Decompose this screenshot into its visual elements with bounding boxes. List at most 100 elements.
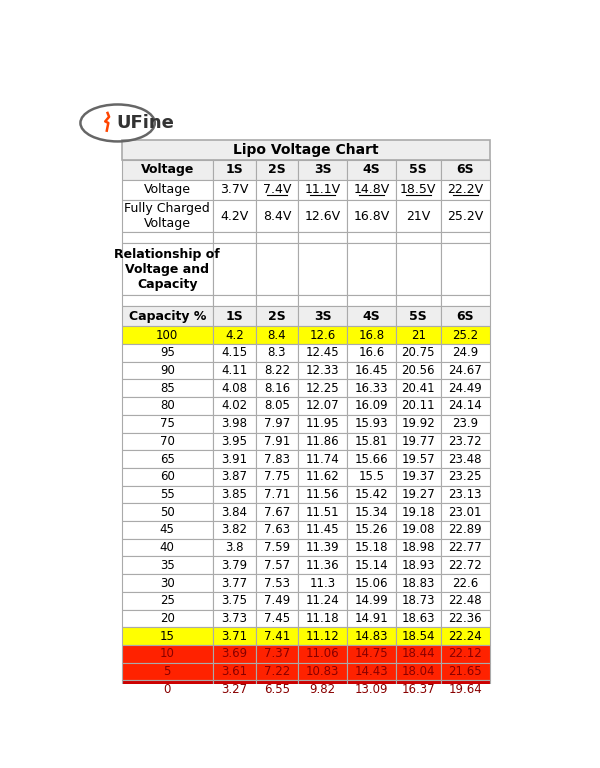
Text: 14.75: 14.75: [355, 647, 388, 660]
Bar: [121, 296, 213, 306]
Bar: [396, 627, 441, 645]
Bar: [298, 521, 347, 539]
Text: 3.79: 3.79: [221, 559, 247, 572]
Text: Voltage: Voltage: [140, 164, 194, 177]
Text: 16.33: 16.33: [355, 382, 388, 395]
Text: 50: 50: [160, 505, 175, 518]
Bar: [298, 680, 347, 698]
Bar: [298, 243, 347, 296]
Bar: [396, 296, 441, 306]
Text: 11.45: 11.45: [306, 524, 340, 536]
Bar: [396, 397, 441, 415]
Bar: [441, 160, 490, 180]
Text: Relationship of
Voltage and
Capacity: Relationship of Voltage and Capacity: [115, 248, 220, 291]
Bar: [213, 344, 256, 362]
Text: 4.15: 4.15: [221, 346, 247, 359]
Bar: [298, 344, 347, 362]
Text: 22.48: 22.48: [448, 594, 482, 607]
Bar: [256, 645, 298, 663]
Bar: [396, 557, 441, 574]
Text: 1S: 1S: [226, 164, 243, 177]
Text: 15.81: 15.81: [355, 435, 388, 448]
Bar: [347, 243, 396, 296]
Bar: [441, 243, 490, 296]
Text: 4.08: 4.08: [221, 382, 247, 395]
Bar: [256, 610, 298, 627]
Bar: [396, 243, 441, 296]
Text: Capacity %: Capacity %: [128, 310, 206, 323]
Text: 3.95: 3.95: [221, 435, 247, 448]
Bar: [213, 160, 256, 180]
Text: 4S: 4S: [362, 164, 380, 177]
Text: 23.25: 23.25: [448, 470, 482, 483]
Bar: [441, 326, 490, 344]
Bar: [347, 432, 396, 450]
Bar: [396, 592, 441, 610]
Bar: [396, 180, 441, 200]
Text: 19.92: 19.92: [401, 417, 435, 430]
Bar: [396, 450, 441, 468]
Bar: [121, 432, 213, 450]
Text: 18.83: 18.83: [401, 577, 435, 590]
Text: 21V: 21V: [406, 210, 430, 223]
Bar: [441, 627, 490, 645]
Text: 6.55: 6.55: [264, 683, 290, 696]
Bar: [298, 645, 347, 663]
Text: 16.8: 16.8: [358, 329, 385, 342]
Text: 16.09: 16.09: [355, 399, 388, 412]
Text: 20.41: 20.41: [401, 382, 435, 395]
Bar: [347, 485, 396, 503]
Text: 19.27: 19.27: [401, 488, 435, 501]
Text: 10.83: 10.83: [306, 665, 340, 678]
Bar: [396, 344, 441, 362]
Text: 90: 90: [160, 364, 175, 377]
Bar: [298, 450, 347, 468]
Text: 2S: 2S: [268, 310, 286, 323]
Text: 5S: 5S: [409, 310, 427, 323]
Text: 21.65: 21.65: [448, 665, 482, 678]
Bar: [121, 362, 213, 379]
Bar: [256, 680, 298, 698]
Bar: [298, 539, 347, 557]
Bar: [396, 539, 441, 557]
Text: 14.43: 14.43: [355, 665, 388, 678]
Bar: [347, 306, 396, 326]
Text: 7.83: 7.83: [264, 452, 290, 465]
Text: 12.25: 12.25: [306, 382, 340, 395]
Text: 12.33: 12.33: [306, 364, 340, 377]
Text: 13.09: 13.09: [355, 683, 388, 696]
Text: 75: 75: [160, 417, 175, 430]
Text: 4.2V: 4.2V: [220, 210, 248, 223]
Text: 11.36: 11.36: [306, 559, 340, 572]
Bar: [298, 557, 347, 574]
Text: 11.74: 11.74: [306, 452, 340, 465]
Text: 7.22: 7.22: [264, 665, 290, 678]
Bar: [396, 645, 441, 663]
Text: 22.36: 22.36: [448, 612, 482, 625]
Bar: [347, 627, 396, 645]
Bar: [256, 574, 298, 592]
Bar: [213, 557, 256, 574]
Text: 5: 5: [164, 665, 171, 678]
Bar: [213, 306, 256, 326]
Text: 11.06: 11.06: [306, 647, 340, 660]
Bar: [347, 344, 396, 362]
Text: 11.95: 11.95: [306, 417, 340, 430]
Bar: [256, 627, 298, 645]
Bar: [347, 180, 396, 200]
Text: 25: 25: [160, 594, 175, 607]
Text: 14.83: 14.83: [355, 630, 388, 643]
Bar: [441, 680, 490, 698]
Bar: [298, 296, 347, 306]
Bar: [256, 415, 298, 432]
Text: 19.77: 19.77: [401, 435, 435, 448]
Bar: [298, 362, 347, 379]
Bar: [121, 344, 213, 362]
Bar: [213, 574, 256, 592]
Bar: [441, 521, 490, 539]
Text: 45: 45: [160, 524, 175, 536]
Bar: [121, 592, 213, 610]
Bar: [347, 557, 396, 574]
Bar: [298, 468, 347, 485]
Text: 22.12: 22.12: [448, 647, 482, 660]
